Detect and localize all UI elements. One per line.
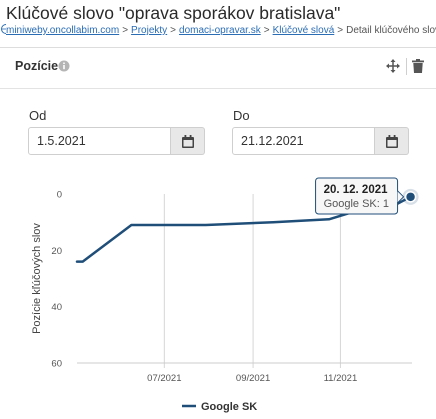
breadcrumb-separator: > [337,25,344,36]
date-from-input[interactable] [28,127,171,155]
breadcrumb-link-keywords[interactable]: Klúčové slová [272,25,335,36]
legend-label-google-sk[interactable]: Google SK [201,401,257,413]
data-point[interactable] [404,191,417,203]
trash-icon[interactable] [412,59,424,73]
x-tick-label: 09/2021 [236,373,270,384]
panel-title: Pozície [15,59,59,73]
breadcrumb-link-projects[interactable]: Projekty [131,25,168,36]
x-tick-label: 07/2021 [147,373,181,384]
breadcrumb-separator: > [170,25,177,36]
date-from-calendar-button[interactable] [171,127,205,155]
globe-icon [1,24,6,34]
breadcrumb: miniweby.oncollabim.com > Projekty > domaci-… [0,24,436,40]
tooltip-title: 20. 12. 2021 [324,184,389,196]
info-icon[interactable] [58,60,70,72]
y-tick-label: 60 [51,359,62,370]
breadcrumb-current: Detail klúčového slova [346,25,436,36]
calendar-icon [182,135,194,148]
panel-header: Pozície [0,48,436,88]
date-to-label: Do [233,108,250,123]
y-tick-label: 0 [57,190,62,201]
breadcrumb-link-project[interactable]: domaci-opravar.sk [179,25,261,36]
toolbar-separator [406,58,407,75]
breadcrumb-link-domain[interactable]: miniweby.oncollabim.com [6,25,120,36]
breadcrumb-separator: > [263,25,270,36]
calendar-icon [386,135,398,148]
date-to-input[interactable] [232,127,375,155]
y-axis-label: Pozície kľúčových slov [31,223,43,334]
date-to-calendar-button[interactable] [375,127,409,155]
page-title: Klúčové slovo "oprava sporákov bratislav… [6,3,341,23]
tooltip-pointer [397,190,405,204]
panel-header-divider [0,88,436,89]
position-chart: 07/2021 09/2021 11/2021 0 20 40 60 Pozície kľúč… [31,177,419,413]
move-icon[interactable] [386,59,400,73]
y-tick-label: 20 [51,246,62,257]
panel-divider [0,47,436,48]
date-from-label: Od [29,108,47,123]
breadcrumb-separator: > [122,25,129,36]
tooltip-text: Google SK: 1 [324,198,389,210]
y-tick-label: 40 [51,302,62,313]
x-tick-label: 11/2021 [324,373,358,384]
